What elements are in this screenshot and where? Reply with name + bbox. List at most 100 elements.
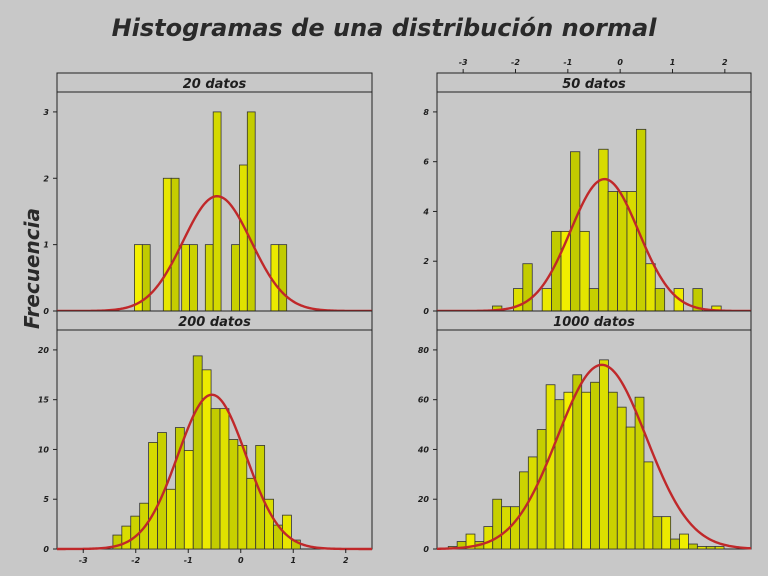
x-tick-label: 2	[722, 58, 728, 67]
histogram-bar	[607, 191, 618, 312]
histogram-bar	[545, 384, 556, 550]
histogram-bar	[590, 381, 600, 550]
histogram-bar	[536, 429, 547, 550]
histogram-bar	[219, 408, 230, 550]
panel-title: 1000 datos	[553, 315, 635, 330]
normal-curve	[57, 194, 372, 313]
y-tick-label: 10	[38, 445, 50, 454]
histogram-bar	[278, 244, 288, 312]
normal-curve	[436, 363, 752, 551]
histogram-bar	[652, 516, 663, 550]
histogram-bar	[635, 128, 647, 312]
histogram-bar	[643, 461, 654, 550]
histogram-bar	[174, 427, 185, 550]
histogram-bar	[679, 533, 689, 550]
histogram-panel: 1000 datos 0 20 40 60 80	[417, 310, 752, 554]
histogram-bar	[264, 498, 274, 550]
y-tick-label: 40	[417, 445, 430, 454]
panel-title: 200 datos	[178, 315, 251, 330]
histogram-bar	[170, 177, 180, 312]
histogram-bar	[483, 526, 494, 550]
histogram-bar	[510, 506, 520, 550]
y-tick-label: 4	[422, 207, 429, 216]
histogram-bar	[239, 164, 248, 312]
histogram-panel: 50 datos 0 2 4 6 8 -3 -2 -1 0 1 2	[422, 58, 752, 316]
y-tick-label: 0	[43, 307, 49, 316]
panel-title: 20 datos	[183, 77, 247, 92]
histogram-bar	[189, 244, 198, 312]
histogram-bar	[607, 391, 618, 550]
histogram-bar	[572, 374, 583, 550]
histogram-bar	[598, 148, 609, 312]
histogram-bar	[588, 288, 600, 312]
histogram-bar	[645, 263, 656, 312]
histogram-bar	[714, 546, 725, 550]
histogram-bar	[616, 406, 627, 550]
histogram-bar	[688, 543, 698, 550]
histogram-bar	[625, 426, 636, 550]
y-tick-label: 2	[423, 257, 429, 266]
histogram-bar	[705, 546, 716, 550]
x-tick-label: -2	[131, 556, 140, 565]
panel-title: 50 datos	[562, 77, 626, 92]
histogram-bar	[599, 359, 609, 550]
y-tick-label: 0	[423, 307, 429, 316]
histogram-bar	[204, 244, 214, 312]
y-tick-label: 3	[43, 108, 49, 117]
histogram-bar	[228, 439, 239, 550]
histogram-bar	[579, 230, 590, 312]
y-tick-label: 20	[38, 346, 50, 355]
histogram-bar	[237, 445, 248, 550]
y-tick-label: 15	[38, 396, 50, 405]
histogram-panel: 20 datos 0 1 2 3	[43, 72, 373, 316]
histogram-bar	[166, 488, 176, 550]
histogram-bar	[246, 111, 256, 312]
histogram-bar	[212, 111, 222, 312]
histogram-bar	[121, 525, 132, 550]
y-tick-label: 2	[43, 174, 49, 183]
y-tick-label: 20	[418, 495, 430, 504]
histogram-bar	[661, 516, 672, 550]
y-tick-label: 0	[423, 545, 429, 554]
histogram-bar	[148, 442, 158, 550]
histogram-bar	[192, 355, 203, 550]
y-tick-label: 6	[423, 158, 429, 167]
y-tick-label: 5	[43, 495, 49, 504]
x-tick-label: 1	[670, 58, 676, 67]
x-tick-label: -2	[511, 58, 520, 67]
x-tick-label: 0	[617, 58, 623, 67]
x-tick-label: -3	[79, 556, 88, 565]
x-tick-label: -3	[459, 58, 468, 67]
x-tick-label: -1	[563, 58, 572, 67]
x-tick-label: 1	[290, 556, 296, 565]
histogram-bar	[181, 244, 190, 312]
histogram-bar	[231, 244, 240, 312]
histogram-bar	[654, 288, 666, 312]
histogram-bar	[183, 450, 194, 550]
y-tick-label: 8	[423, 108, 429, 117]
normal-curve	[57, 393, 372, 551]
figure-title: Histogramas de una distribución normal	[111, 14, 657, 42]
histogram-bar	[617, 191, 628, 312]
histogram-bar	[527, 456, 538, 550]
y-tick-label: 60	[418, 396, 430, 405]
histogram-bar	[246, 477, 257, 550]
x-tick-label: 0	[238, 556, 244, 565]
histogram-panel: 200 datos 0 5 10 15 20 -3 -2 -1 0 1 2	[38, 310, 373, 565]
histogram-bar	[696, 546, 707, 550]
x-tick-label: -1	[184, 556, 193, 565]
y-tick-label: 0	[43, 545, 49, 554]
histogram-bar	[210, 408, 221, 550]
histogram-bar	[492, 498, 503, 550]
histogram-bar	[255, 445, 266, 550]
y-tick-label: 1	[43, 241, 49, 250]
histogram-bar	[570, 151, 581, 312]
plot-area	[436, 91, 752, 312]
histogram-bar	[670, 538, 680, 550]
histogram-bar	[541, 288, 553, 312]
x-tick-label: 2	[343, 556, 349, 565]
y-tick-label: 80	[418, 346, 430, 355]
histogram-bar	[162, 177, 172, 312]
histogram-bar	[581, 391, 591, 550]
